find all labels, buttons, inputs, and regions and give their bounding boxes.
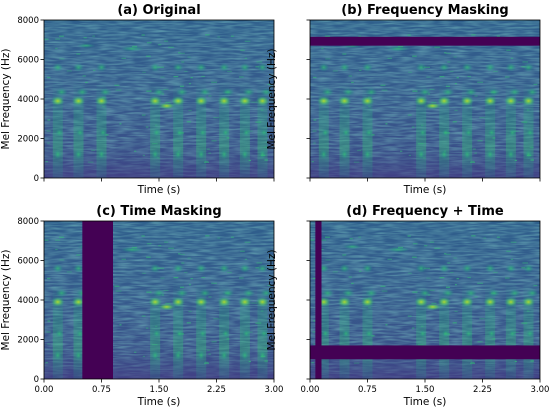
time-mask xyxy=(82,221,113,379)
x-tick-label: 0.75 xyxy=(358,385,377,395)
y-tick-label: 0 xyxy=(34,174,39,184)
spectrogram-image xyxy=(44,20,274,178)
y-axis-label: Mel Frequency (Hz) xyxy=(0,49,12,150)
y-tick-label: 6000 xyxy=(17,56,39,66)
y-tick-label: 6000 xyxy=(17,257,39,267)
x-axis-label: Time (s) xyxy=(137,396,181,408)
x-tick-label: 3.00 xyxy=(265,385,284,395)
spectrogram-image xyxy=(44,221,274,379)
x-tick-label: 1.50 xyxy=(150,385,169,395)
panel-title: (d) Frequency + Time xyxy=(346,204,504,219)
spectrogram-image xyxy=(310,221,540,379)
x-axis-label: Time (s) xyxy=(403,184,447,196)
time-mask xyxy=(315,221,322,379)
y-tick-label: 0 xyxy=(34,375,39,385)
x-tick-label: 2.25 xyxy=(207,385,226,395)
x-tick-label: 0.00 xyxy=(35,385,54,395)
y-axis-label: Mel Frequency (Hz) xyxy=(266,250,278,351)
y-tick-label: 4000 xyxy=(17,296,39,306)
y-axis-label: Mel Frequency (Hz) xyxy=(266,49,278,150)
spectrogram-image xyxy=(310,20,540,178)
panel-title: (a) Original xyxy=(117,3,200,18)
panel-title: (c) Time Masking xyxy=(96,204,221,219)
x-tick-label: 2.25 xyxy=(473,385,492,395)
x-tick-label: 3.00 xyxy=(531,385,550,395)
panel-4: (d) Frequency + Time Mel Frequency (Hz) 0.… xyxy=(266,204,549,408)
frequency-mask xyxy=(310,36,540,46)
y-axis-label: Mel Frequency (Hz) xyxy=(0,250,12,351)
x-tick-label: 0.00 xyxy=(301,385,320,395)
x-tick-label: 1.50 xyxy=(416,385,435,395)
frequency-mask xyxy=(310,345,540,360)
y-tick-label: 2000 xyxy=(17,135,39,145)
y-tick-label: 4000 xyxy=(17,95,39,105)
panel-3: (c) Time Masking 0 2000 4000 6000 8000 Mel Fre… xyxy=(0,204,283,408)
panel-2: (b) Frequency Masking Mel Frequency (Hz) T… xyxy=(266,3,541,196)
x-tick-label: 0.75 xyxy=(92,385,111,395)
y-tick-label: 8000 xyxy=(17,16,39,26)
y-tick-label: 2000 xyxy=(17,336,39,346)
x-axis-label: Time (s) xyxy=(403,396,447,408)
panel-1: (a) Original 0 2000 4000 6000 8000 Mel Frequen… xyxy=(0,3,275,196)
y-tick-label: 8000 xyxy=(17,217,39,227)
panel-title: (b) Frequency Masking xyxy=(341,3,508,18)
x-axis-label: Time (s) xyxy=(137,184,181,196)
